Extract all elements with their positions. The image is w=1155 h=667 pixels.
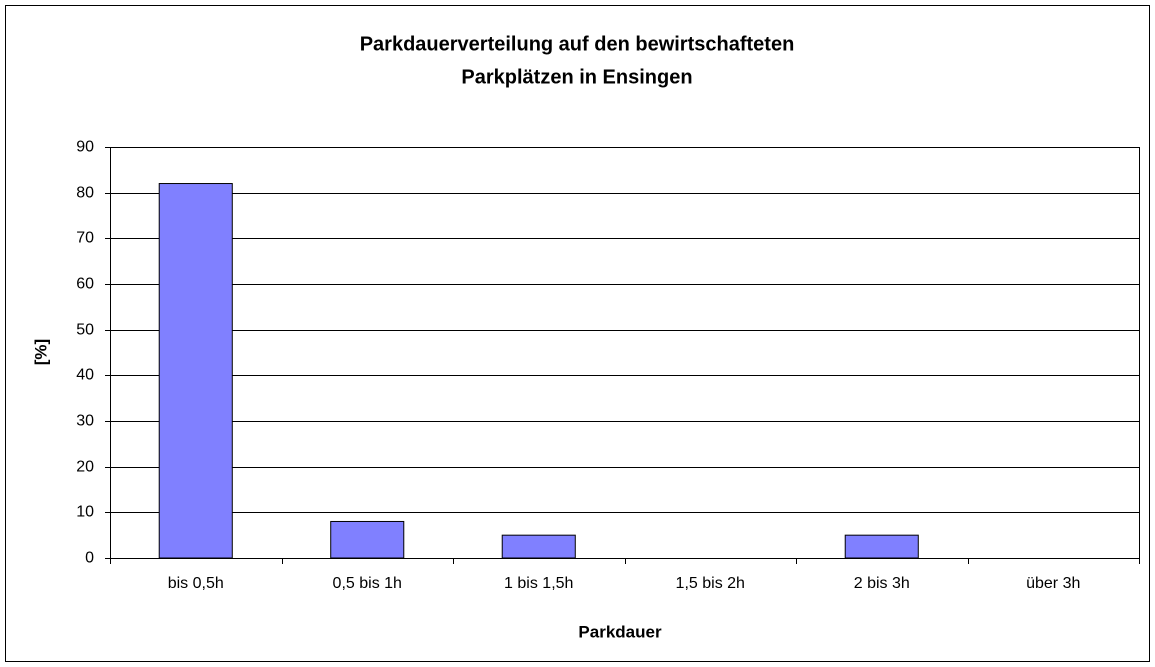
y-tick-label: 50 [76, 322, 94, 339]
x-axis-title: Parkdauer [578, 622, 662, 641]
x-tick-label: 1 bis 1,5h [504, 575, 573, 592]
bar [501, 534, 576, 559]
bar [330, 520, 405, 559]
y-tick-label: 30 [76, 413, 94, 430]
y-tick-label: 0 [85, 550, 94, 567]
chart-title: Parkplätzen in Ensingen [461, 66, 692, 88]
y-tick-label: 70 [76, 230, 94, 247]
bar [158, 183, 233, 559]
bar [844, 534, 919, 559]
chart-title: Parkdauerverteilung auf den bewirtschaft… [360, 33, 795, 55]
x-tick-label: 1,5 bis 2h [676, 575, 745, 592]
x-tick-label: 2 bis 3h [854, 575, 910, 592]
y-axis-title: [%] [31, 339, 50, 365]
y-tick-label: 10 [76, 504, 94, 521]
x-tick-label: über 3h [1026, 575, 1080, 592]
y-tick-label: 90 [76, 139, 94, 156]
x-tick-label: 0,5 bis 1h [333, 575, 402, 592]
y-tick-label: 80 [76, 185, 94, 202]
y-tick-label: 20 [76, 459, 94, 476]
y-tick-label: 40 [76, 367, 94, 384]
y-tick-label: 60 [76, 276, 94, 293]
x-tick-label: bis 0,5h [168, 575, 224, 592]
